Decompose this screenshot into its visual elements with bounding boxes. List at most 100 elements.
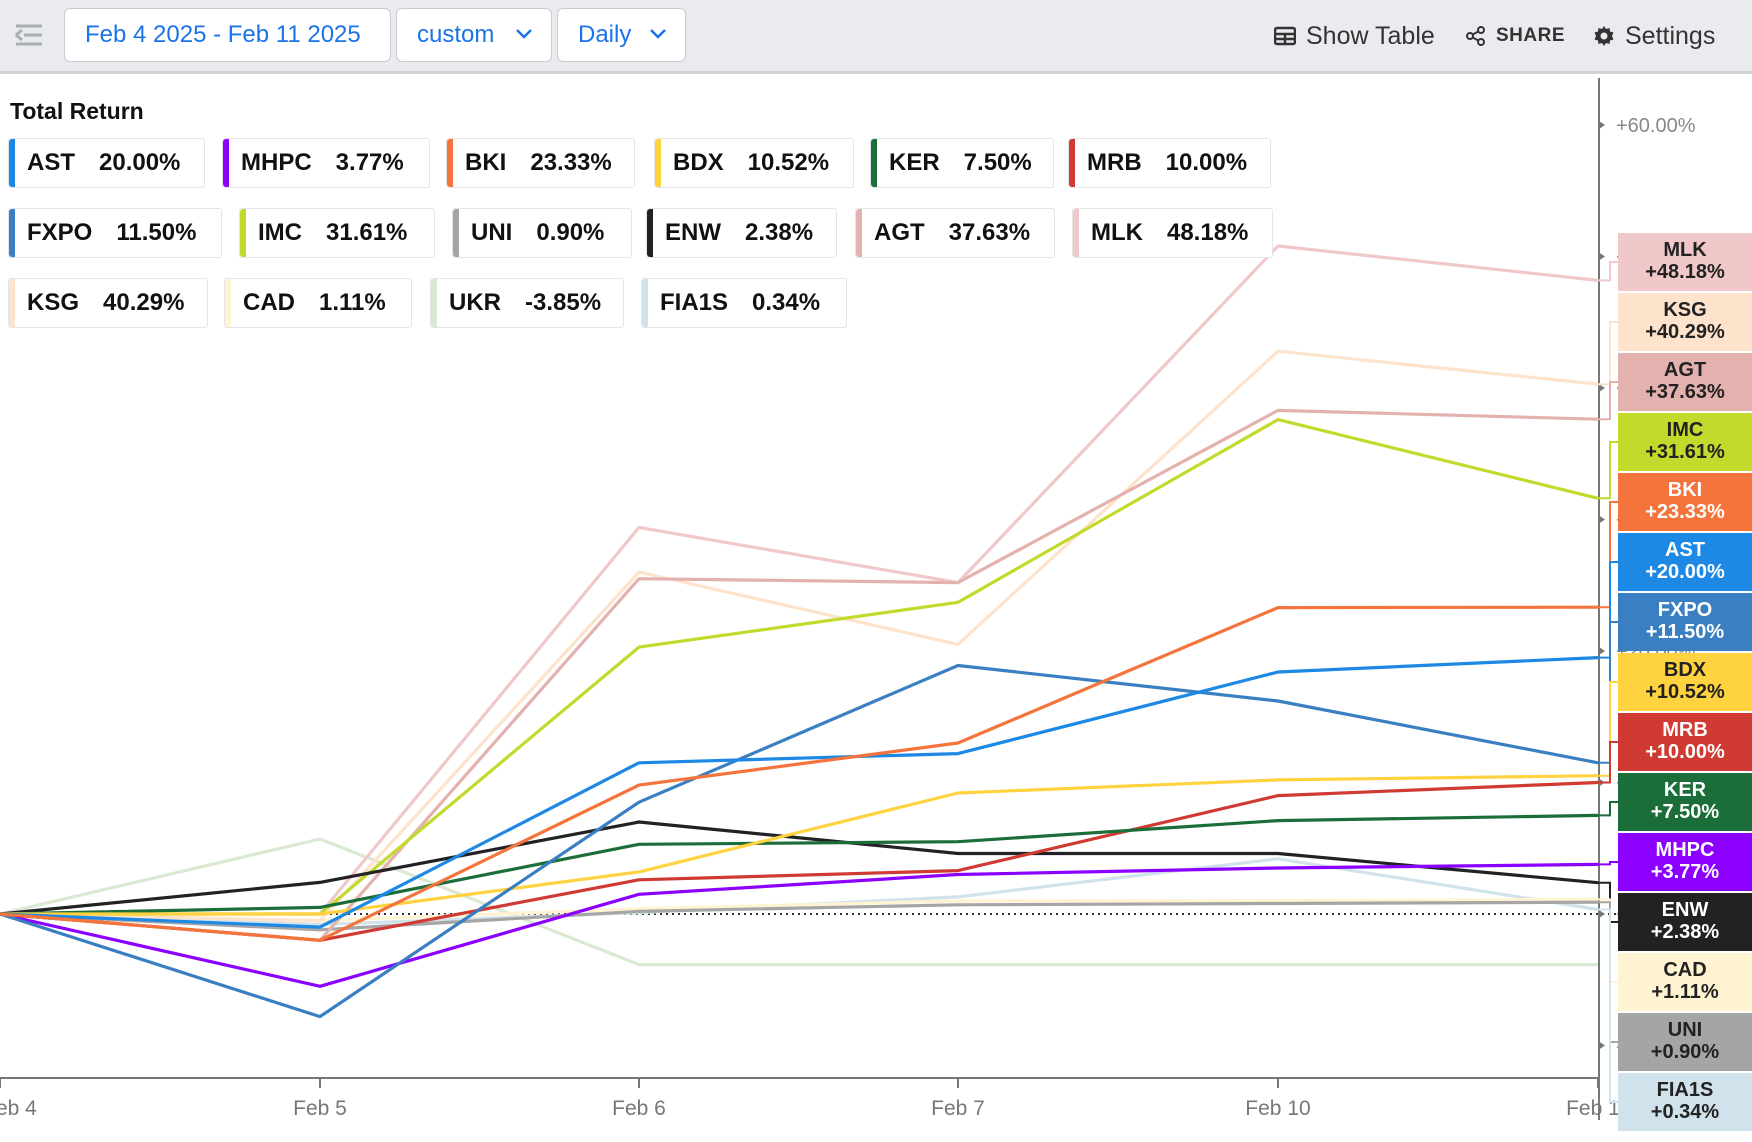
show-table-button[interactable]: Show Table	[1274, 18, 1435, 54]
chart-title: Total Return	[10, 98, 144, 124]
legend-item-fia1s[interactable]: FIA1S 0.34%	[641, 278, 847, 328]
legend-value: 48.18%	[1166, 219, 1249, 246]
y-tick	[1599, 252, 1605, 261]
legend-item-ker[interactable]: KER 7.50%	[870, 138, 1054, 188]
legend-value: 23.33%	[530, 149, 612, 176]
legend-swatch	[1073, 209, 1079, 257]
end-label-value: +40.29%	[1645, 321, 1725, 343]
legend-value: 0.90%	[536, 219, 605, 246]
series-line-fxpo[interactable]	[0, 663, 1599, 1019]
legend-value: 31.61%	[326, 219, 408, 246]
chevron-down-icon	[650, 29, 666, 39]
end-label-ast: AST +20.00%	[1618, 533, 1752, 591]
end-label-ticker: CAD	[1663, 959, 1707, 981]
end-label-connector	[1598, 381, 1618, 421]
legend-swatch	[655, 139, 661, 187]
legend-ticker: MRB	[1087, 149, 1142, 176]
share-button[interactable]: SHARE	[1466, 18, 1565, 54]
date-range-label: Feb 4 2025 - Feb 11 2025	[85, 21, 361, 48]
x-tick-label: Feb 7	[931, 1097, 985, 1120]
legend-item-uni[interactable]: UNI 0.90%	[452, 208, 632, 258]
date-range-picker[interactable]: Feb 4 2025 - Feb 11 2025	[64, 8, 391, 62]
end-label-bki: BKI +23.33%	[1618, 473, 1752, 531]
legend-value: 2.38%	[745, 219, 814, 246]
end-label-ticker: AGT	[1663, 359, 1707, 381]
y-tick	[1599, 384, 1605, 392]
legend-item-ast[interactable]: AST 20.00%	[8, 138, 205, 188]
legend-item-ksg[interactable]: KSG 40.29%	[8, 278, 208, 328]
legend-ticker: CAD	[243, 289, 295, 316]
series-line-ast[interactable]	[0, 656, 1599, 929]
legend-item-mlk[interactable]: MLK 48.18%	[1072, 208, 1273, 258]
range-mode-label: custom	[417, 21, 495, 48]
y-tick	[1599, 910, 1605, 918]
series-line-ukr[interactable]	[0, 837, 1598, 967]
end-label-connector	[1598, 801, 1618, 817]
legend-ticker: MHPC	[241, 149, 312, 176]
end-label-value: +3.77%	[1650, 861, 1720, 883]
settings-button[interactable]: Settings	[1593, 18, 1715, 54]
series-line-ker[interactable]	[0, 813, 1599, 916]
legend-swatch	[431, 279, 437, 327]
end-label-cad: CAD +1.11%	[1618, 953, 1752, 1011]
legend-item-cad[interactable]: CAD 1.11%	[224, 278, 412, 328]
range-mode-select[interactable]: custom	[396, 8, 552, 62]
legend-item-fxpo[interactable]: FXPO 11.50%	[8, 208, 222, 258]
end-label-connector	[1598, 321, 1618, 386]
legend-ticker: AGT	[874, 219, 925, 246]
interval-select[interactable]: Daily	[557, 8, 686, 62]
series-line-ksg[interactable]	[0, 349, 1599, 923]
end-label-connector	[1598, 501, 1618, 609]
series-line-uni[interactable]	[0, 900, 1599, 932]
end-label-value: +10.00%	[1645, 741, 1725, 763]
end-label-mrb: MRB +10.00%	[1618, 713, 1752, 771]
end-label-agt: AGT +37.63%	[1618, 353, 1752, 411]
end-label-value: +0.34%	[1650, 1101, 1720, 1123]
collapse-menu-icon[interactable]	[12, 18, 46, 52]
end-label-value: +48.18%	[1645, 261, 1725, 283]
legend-item-enw[interactable]: ENW 2.38%	[646, 208, 837, 258]
legend-swatch	[223, 139, 229, 187]
end-label-value: +1.11%	[1651, 981, 1719, 1003]
end-label-value: +31.61%	[1645, 441, 1725, 463]
legend-swatch	[1069, 139, 1075, 187]
end-label-value: +23.33%	[1645, 501, 1725, 523]
series-line-mhpc[interactable]	[0, 862, 1599, 988]
legend-item-bki[interactable]: BKI 23.33%	[446, 138, 635, 188]
legend-item-mhpc[interactable]: MHPC 3.77%	[222, 138, 430, 188]
legend-item-bdx[interactable]: BDX 10.52%	[654, 138, 854, 188]
legend-value: 11.50%	[116, 219, 197, 246]
end-label-fxpo: FXPO +11.50%	[1618, 593, 1752, 651]
legend-item-ukr[interactable]: UKR -3.85%	[430, 278, 624, 328]
legend-swatch	[647, 209, 653, 257]
end-label-value: +10.52%	[1645, 681, 1725, 703]
legend-value: 3.77%	[335, 149, 404, 176]
end-label-ticker: UNI	[1667, 1019, 1703, 1041]
end-label-connector	[1598, 741, 1618, 784]
legend-ticker: UNI	[471, 219, 513, 246]
end-label-value: +20.00%	[1645, 561, 1725, 583]
legend-swatch	[9, 139, 15, 187]
share-label: SHARE	[1496, 25, 1566, 46]
legend-value: 7.50%	[963, 149, 1032, 176]
series-line-enw[interactable]	[0, 820, 1599, 916]
end-label-ticker: MHPC	[1655, 839, 1715, 861]
end-label-mhpc: MHPC +3.77%	[1618, 833, 1752, 891]
end-label-ticker: BDX	[1663, 659, 1707, 681]
series-line-bki[interactable]	[0, 605, 1599, 942]
y-tick	[1599, 1041, 1605, 1050]
legend-item-mrb[interactable]: MRB 10.00%	[1068, 138, 1271, 188]
legend-item-agt[interactable]: AGT 37.63%	[855, 208, 1055, 258]
end-label-value: +7.50%	[1650, 801, 1720, 823]
legend-ticker: BDX	[673, 149, 724, 176]
end-label-value: +0.90%	[1650, 1041, 1720, 1063]
end-label-mlk: MLK +48.18%	[1618, 233, 1752, 291]
legend-swatch	[856, 209, 862, 257]
toolbar: Feb 4 2025 - Feb 11 2025 custom Daily Sh…	[0, 0, 1752, 74]
y-tick-label: +60.00%	[1616, 115, 1696, 137]
end-label-connector	[1598, 561, 1618, 659]
y-tick	[1599, 121, 1605, 129]
series-line-bdx[interactable]	[0, 774, 1599, 916]
end-label-ksg: KSG +40.29%	[1618, 293, 1752, 351]
legend-item-imc[interactable]: IMC 31.61%	[239, 208, 435, 258]
